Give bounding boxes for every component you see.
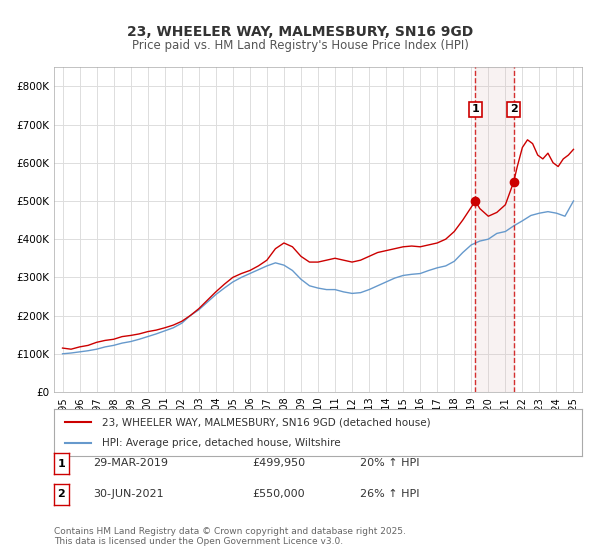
Text: 2: 2 — [510, 104, 518, 114]
Text: £499,950: £499,950 — [252, 458, 305, 468]
Text: HPI: Average price, detached house, Wiltshire: HPI: Average price, detached house, Wilt… — [101, 438, 340, 448]
Text: 26% ↑ HPI: 26% ↑ HPI — [360, 489, 419, 499]
Text: 23, WHEELER WAY, MALMESBURY, SN16 9GD: 23, WHEELER WAY, MALMESBURY, SN16 9GD — [127, 25, 473, 39]
Text: £550,000: £550,000 — [252, 489, 305, 499]
Text: Contains HM Land Registry data © Crown copyright and database right 2025.
This d: Contains HM Land Registry data © Crown c… — [54, 526, 406, 546]
Text: 29-MAR-2019: 29-MAR-2019 — [93, 458, 168, 468]
Bar — [475, 67, 514, 392]
Text: 23, WHEELER WAY, MALMESBURY, SN16 9GD (detached house): 23, WHEELER WAY, MALMESBURY, SN16 9GD (d… — [101, 417, 430, 427]
Text: 20% ↑ HPI: 20% ↑ HPI — [360, 458, 419, 468]
Text: 1: 1 — [58, 459, 65, 469]
Text: Price paid vs. HM Land Registry's House Price Index (HPI): Price paid vs. HM Land Registry's House … — [131, 39, 469, 52]
Text: 2: 2 — [58, 489, 65, 500]
Text: 30-JUN-2021: 30-JUN-2021 — [93, 489, 164, 499]
Text: 1: 1 — [472, 104, 479, 114]
